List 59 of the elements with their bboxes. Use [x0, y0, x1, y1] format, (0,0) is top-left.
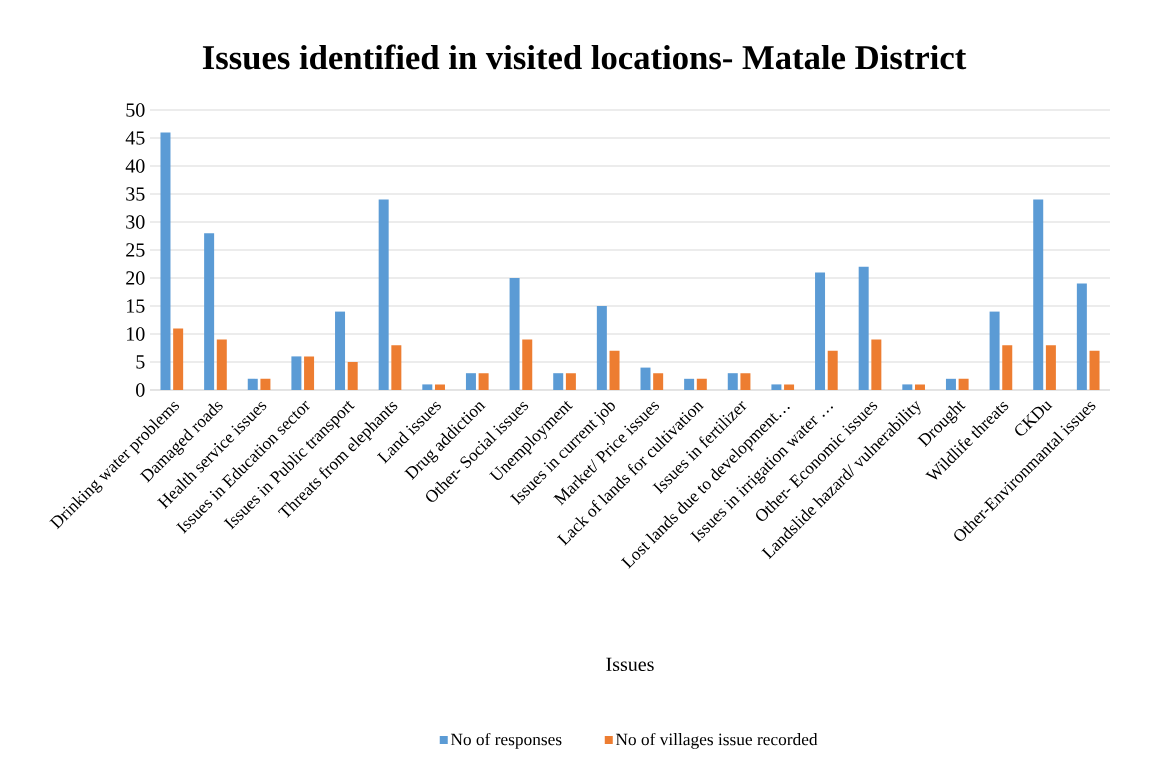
bar — [434, 384, 445, 390]
bar — [640, 367, 651, 390]
bar — [771, 384, 782, 390]
bar — [173, 328, 184, 390]
bar — [1002, 345, 1013, 390]
bar — [696, 378, 707, 390]
bar — [958, 378, 969, 390]
bar — [871, 339, 882, 390]
y-tick-label: 35 — [126, 187, 145, 201]
bar — [596, 306, 607, 390]
bar — [1076, 283, 1087, 390]
bar — [378, 199, 389, 390]
y-tick-label: 5 — [136, 355, 145, 369]
bar — [989, 311, 1000, 390]
y-tick-label: 40 — [125, 159, 145, 173]
bar — [422, 384, 433, 390]
bar — [509, 278, 520, 390]
bar — [260, 378, 271, 390]
bar — [565, 373, 576, 390]
bar — [160, 132, 171, 390]
bar — [684, 378, 695, 390]
bar — [335, 311, 346, 390]
y-tick-label: 25 — [126, 243, 145, 257]
bar — [914, 384, 925, 390]
bar — [1089, 350, 1100, 390]
bar — [553, 373, 564, 390]
y-tick-label: 0 — [136, 383, 145, 397]
x-axis-title: Issues — [606, 657, 654, 672]
bar — [465, 373, 476, 390]
y-tick-label: 15 — [127, 299, 145, 313]
legend-label: No of villages issue recorded — [615, 732, 818, 749]
bar — [247, 378, 258, 390]
chart-title: Issues identified in visited locations- Matale District — [202, 44, 967, 70]
bar — [609, 350, 620, 390]
bar — [1045, 345, 1056, 390]
y-tick-label: 20 — [126, 271, 145, 285]
bar — [858, 266, 869, 390]
bar — [784, 384, 795, 390]
bar — [478, 373, 489, 390]
bar — [945, 378, 956, 390]
bar — [740, 373, 751, 390]
bar — [291, 356, 302, 390]
bar — [653, 373, 664, 390]
y-tick-label: 45 — [125, 131, 145, 145]
bar — [522, 339, 533, 390]
bar — [347, 362, 358, 390]
bar — [815, 272, 826, 390]
bar — [391, 345, 402, 390]
bar — [727, 373, 738, 390]
legend-label: No of responses — [450, 732, 562, 749]
bar — [304, 356, 315, 390]
bar — [827, 350, 838, 390]
bar — [216, 339, 227, 390]
bar — [204, 233, 215, 390]
y-tick-label: 50 — [126, 103, 145, 117]
bar — [1033, 199, 1044, 390]
y-tick-label: 30 — [126, 215, 145, 229]
y-tick-label: 10 — [127, 327, 145, 341]
bar — [902, 384, 913, 390]
